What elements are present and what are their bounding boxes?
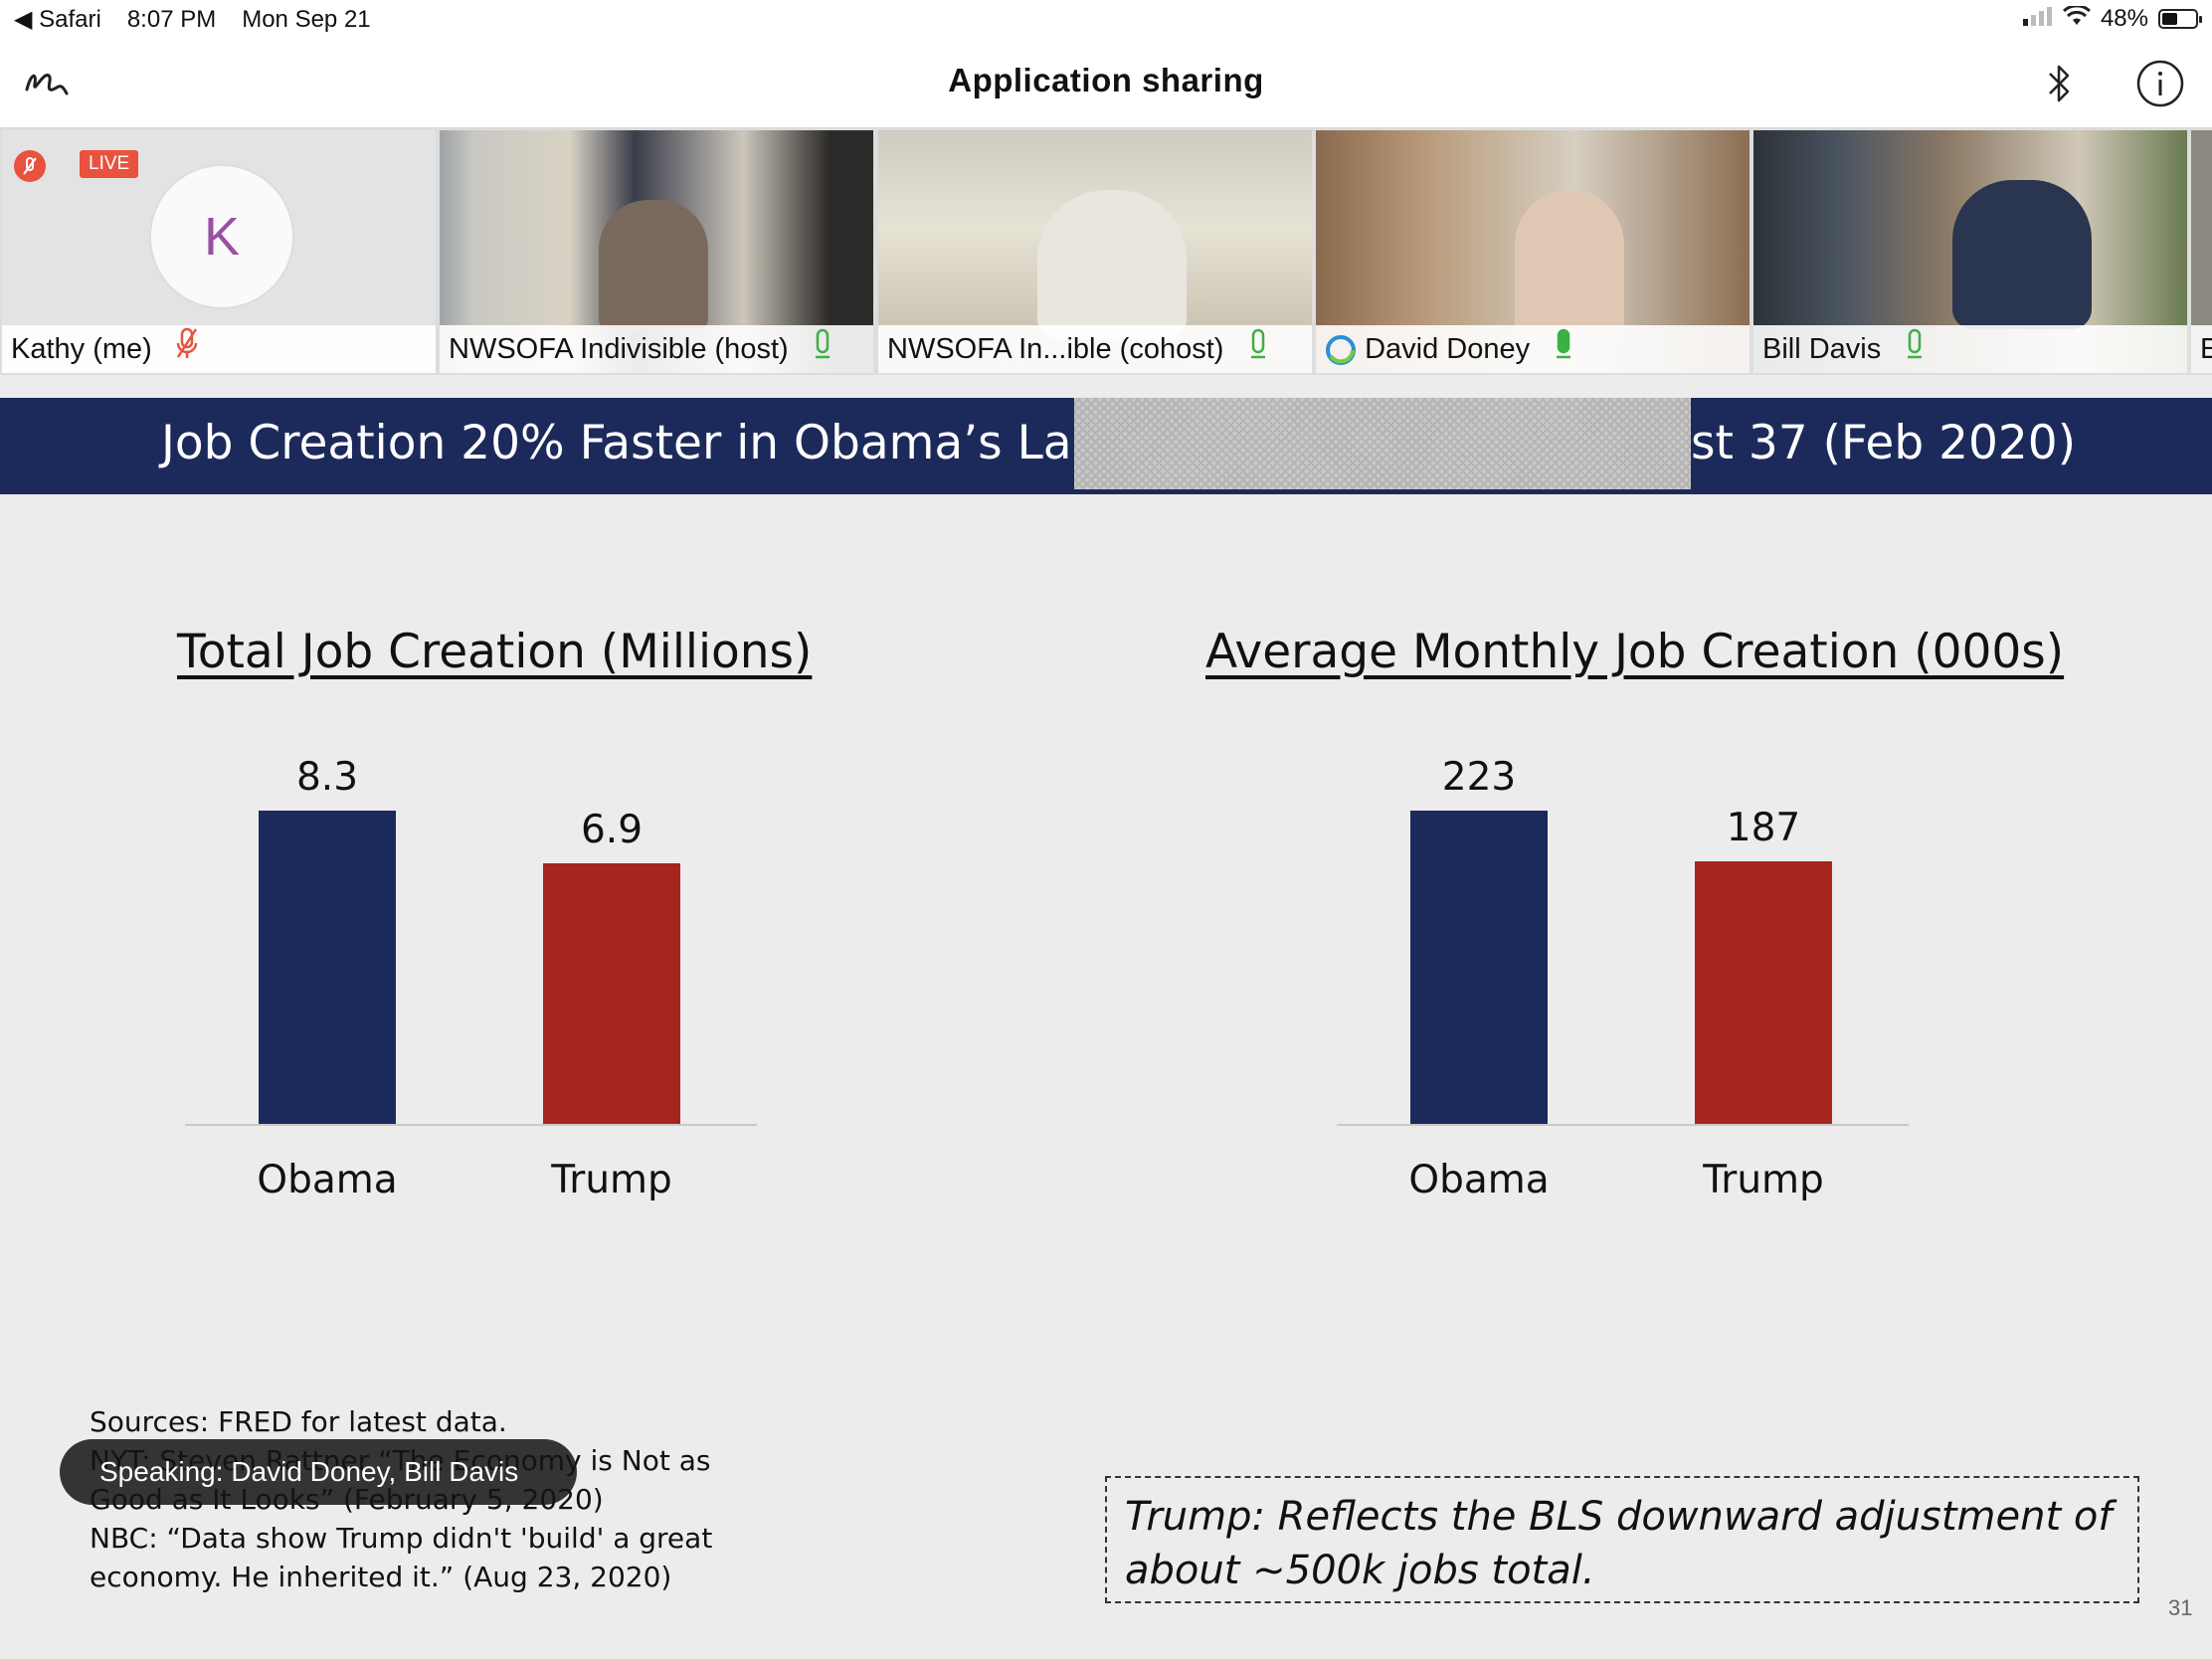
battery-icon [2158,9,2202,29]
bar-chart-average: 223 Obama 187 Trump [1337,746,1909,1213]
participant-tile-cohost[interactable]: NWSOFA In...ible (cohost) [878,130,1312,373]
muted-indicator-icon [14,150,46,182]
participant-name-bar: Bill Davis [1753,325,2187,373]
x-axis-line [185,1124,757,1126]
nav-bar: Application sharing [0,40,2212,128]
participant-name-bar: Kathy (me) [2,325,436,373]
bar-trump [1695,861,1832,1124]
live-badge: LIVE [80,150,139,178]
status-date: Mon Sep 21 [242,5,371,33]
x-axis-line [1337,1124,1909,1126]
back-to-safari-link[interactable]: ◀ Safari [14,6,101,33]
slide-page-number: 31 [2168,1595,2193,1620]
info-icon[interactable] [2134,58,2186,109]
mic-muted-icon [176,326,198,373]
source-line: Sources: FRED for latest data. [90,1405,507,1438]
page-title: Application sharing [948,62,1264,98]
chart-title-total: Total Job Creation (Millions) [177,625,813,679]
participant-name-bar: NWSOFA Indivisible (host) [440,325,873,373]
wifi-icon [2062,4,2091,33]
bar-trump [543,863,680,1124]
note-box: Trump: Reflects the BLS downward adjustm… [1105,1476,2139,1603]
participant-name: David Doney [1365,333,1531,365]
banner-title-right: st 37 (Feb 2020) [1691,416,2077,470]
status-bar: ◀ Safari 8:07 PM Mon Sep 21 48% [0,0,2212,40]
category-label: Obama [257,1158,398,1202]
participant-name-bar: NWSOFA In...ible (cohost) [878,325,1312,373]
status-time: 8:07 PM [126,5,217,33]
participant-name-bar: E [2191,325,2212,373]
avatar: K [149,164,294,309]
participant-tile-partial[interactable]: E [2191,130,2212,373]
participant-name-bar: David Doney [1316,325,1750,373]
category-label: Trump [551,1158,672,1202]
speaking-indicator: Speaking: David Doney, Bill Davis [60,1439,577,1505]
speaking-indicator-icon [1325,333,1365,366]
bar-chart-total: 8.3 Obama 6.9 Trump [185,746,757,1213]
data-label: 187 [1726,806,1801,850]
participant-strip: LIVE K Kathy (me) NWSOFA Indivisible (ho… [0,128,2212,375]
category-label: Obama [1408,1158,1550,1202]
participant-name: Bill Davis [1762,333,1882,365]
annotate-icon[interactable] [22,58,74,109]
participant-name: E [2200,333,2212,365]
chart-title-average: Average Monthly Job Creation (000s) [1205,625,2065,679]
data-label: 8.3 [295,755,359,800]
category-label: Trump [1703,1158,1824,1202]
note-text: Trump: Reflects the BLS downward adjustm… [1125,1494,2113,1593]
participant-name: NWSOFA In...ible (cohost) [887,333,1224,365]
participant-tile-david-doney[interactable]: David Doney [1316,130,1750,373]
participant-tile-bill-davis[interactable]: Bill Davis [1753,130,2187,373]
bar-obama [1410,811,1548,1124]
participant-name: NWSOFA Indivisible (host) [449,333,789,365]
banner-title-left: Job Creation 20% Faster in Obama’s Last [161,416,1115,470]
participant-tile-host[interactable]: NWSOFA Indivisible (host) [440,130,873,373]
participant-tile-kathy[interactable]: LIVE K Kathy (me) [2,130,436,373]
source-line: economy. He inherited it.” (Aug 23, 2020… [90,1561,672,1593]
data-label: 223 [1441,755,1517,800]
slide-banner: Job Creation 20% Faster in Obama’s Last … [0,398,2212,494]
data-label: 6.9 [580,808,644,852]
video-feed [1037,190,1187,339]
cellular-signal-icon [2022,5,2053,33]
mic-on-icon [813,326,832,373]
redacted-overlay [1074,398,1691,489]
video-feed [1952,180,2092,329]
source-line: NBC: “Data show Trump didn't 'build' a g… [90,1522,713,1555]
battery-percent: 48% [2100,5,2148,32]
video-feed [599,200,708,329]
mic-on-icon [1248,326,1268,373]
bar-obama [259,811,396,1124]
bluetooth-icon[interactable] [2033,58,2085,109]
mic-on-icon [1905,326,1925,373]
participant-name: Kathy (me) [11,333,152,365]
video-feed [1515,190,1624,339]
mic-on-icon [1554,326,1573,373]
